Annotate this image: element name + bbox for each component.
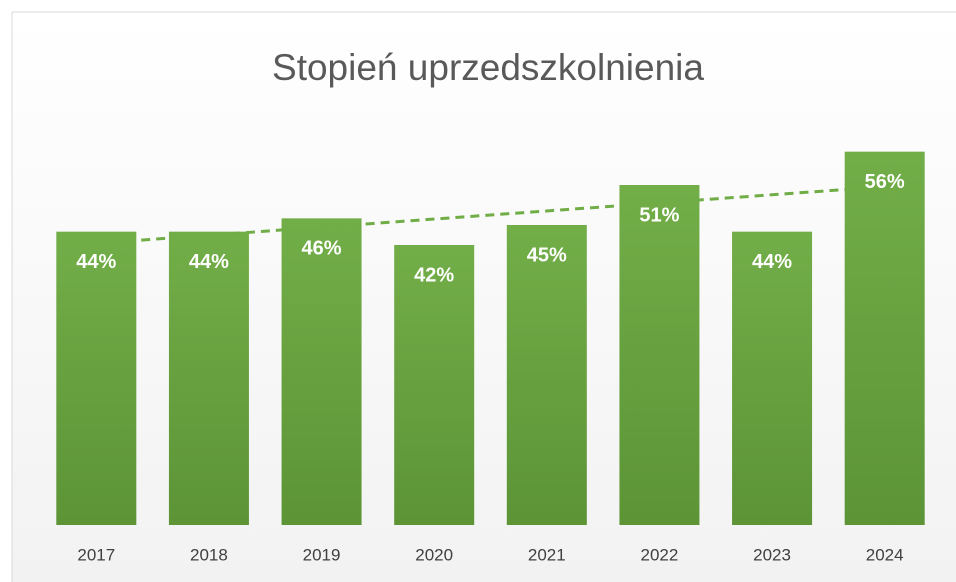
bar <box>56 231 137 525</box>
data-label: 44% <box>752 251 792 273</box>
chart-frame <box>11 11 956 582</box>
x-tick-label: 2024 <box>866 545 904 564</box>
data-label: 44% <box>189 251 229 273</box>
data-label: 46% <box>302 238 342 260</box>
bar <box>732 231 813 525</box>
data-label: 45% <box>527 244 567 266</box>
data-label: 51% <box>639 204 679 226</box>
bar <box>844 151 925 525</box>
bar <box>394 245 475 525</box>
x-tick-label: 2022 <box>641 545 679 564</box>
bar <box>619 185 700 525</box>
x-tick-label: 2019 <box>303 545 341 564</box>
bar <box>168 231 249 525</box>
data-label: 42% <box>414 264 454 286</box>
x-tick-label: 2021 <box>528 545 566 564</box>
x-tick-label: 2018 <box>190 545 228 564</box>
data-label: 44% <box>76 251 116 273</box>
x-tick-label: 2017 <box>77 545 115 564</box>
x-tick-label: 2023 <box>753 545 791 564</box>
chart-title: Stopień uprzedszkolnienia <box>272 47 704 88</box>
data-label: 56% <box>865 171 905 193</box>
bar <box>281 218 362 526</box>
bar <box>506 225 587 525</box>
trendline <box>96 185 885 245</box>
x-tick-label: 2020 <box>415 545 453 564</box>
